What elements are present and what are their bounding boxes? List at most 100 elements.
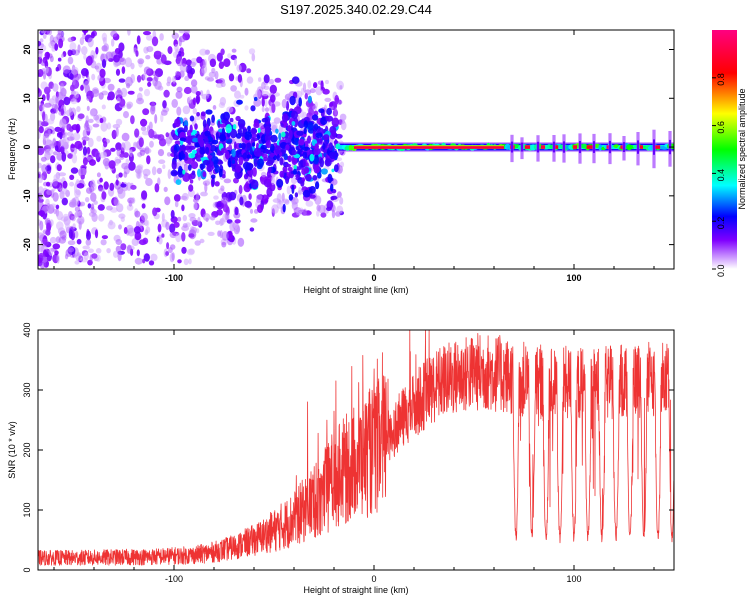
signal-blob — [202, 119, 207, 128]
noise-blob — [156, 167, 162, 175]
noise-blob — [200, 191, 208, 197]
noise-blob — [177, 259, 182, 264]
noise-blob — [176, 56, 183, 67]
signal-blob — [315, 181, 320, 190]
colorbar-tick-label: 0.4 — [716, 169, 726, 182]
colorbar-tick-label: 0.8 — [716, 73, 726, 86]
noise-blob — [178, 50, 182, 57]
noise-blob — [257, 204, 263, 213]
noise-blob — [143, 88, 151, 97]
signal-blob — [291, 121, 296, 126]
signal-blob — [222, 111, 230, 121]
noise-blob — [216, 202, 222, 208]
noise-blob — [118, 172, 123, 178]
noise-blob — [170, 209, 175, 219]
carrier-peak-dash — [524, 145, 531, 149]
noise-blob — [305, 162, 309, 168]
carrier-peak-dash — [639, 145, 643, 149]
noise-blob — [116, 148, 121, 157]
noise-blob — [316, 210, 320, 217]
signal-blob — [269, 152, 275, 158]
signal-blob — [296, 130, 304, 136]
noise-blob — [157, 149, 165, 157]
noise-blob — [56, 221, 64, 231]
colorbar-ticks: 0.0 0.2 0.4 0.6 0.8 — [712, 73, 726, 277]
signal-blob — [281, 113, 289, 123]
noise-blob — [179, 63, 188, 73]
noise-blob — [38, 232, 45, 239]
noise-blob — [44, 113, 48, 123]
signal-blob — [282, 203, 286, 213]
signal-blob — [173, 150, 178, 160]
noise-blob — [182, 214, 187, 222]
x-tick-label: 100 — [566, 574, 581, 584]
noise-blob — [151, 36, 159, 47]
noise-blob — [326, 200, 334, 210]
noise-blob — [256, 194, 263, 201]
noise-blob — [234, 206, 239, 216]
noise-blob — [49, 236, 57, 244]
noise-blob — [59, 91, 65, 100]
noise-blob — [221, 174, 226, 179]
signal-blob — [285, 144, 290, 151]
signal-blob — [320, 168, 328, 175]
noise-blob — [162, 164, 166, 170]
noise-blob — [143, 253, 150, 262]
signal-blob — [275, 128, 279, 134]
noise-blob — [56, 152, 64, 161]
noise-blob — [252, 167, 257, 177]
signal-blob — [233, 141, 237, 151]
signal-blob — [325, 115, 334, 122]
noise-blob — [115, 68, 121, 76]
noise-blob — [61, 53, 64, 58]
noise-blob — [56, 211, 64, 221]
noise-blob — [306, 210, 311, 215]
signal-blob — [225, 124, 232, 134]
noise-blob — [127, 227, 136, 237]
noise-blob — [121, 66, 126, 74]
noise-blob — [39, 252, 44, 259]
noise-blob — [336, 205, 344, 214]
noise-blob — [190, 226, 197, 234]
noise-blob — [163, 186, 168, 193]
noise-blob — [65, 109, 74, 117]
noise-blob — [264, 198, 269, 204]
noise-blob — [244, 105, 249, 111]
signal-blob — [292, 168, 297, 175]
noise-blob — [42, 249, 48, 258]
noise-blob — [127, 90, 135, 95]
signal-blob — [179, 137, 187, 142]
signal-blob — [257, 127, 261, 134]
noise-blob — [249, 227, 255, 232]
noise-blob — [115, 245, 122, 253]
x-tick-label: 0 — [371, 273, 376, 283]
noise-blob — [274, 77, 282, 83]
noise-blob — [48, 247, 54, 256]
noise-blob — [55, 204, 60, 210]
noise-blob — [339, 85, 343, 90]
noise-blob — [100, 121, 108, 132]
colorbar-tick-label: 0.0 — [716, 264, 726, 277]
noise-blob — [166, 242, 170, 250]
signal-blob — [211, 156, 219, 165]
noise-blob — [261, 97, 265, 107]
noise-blob — [118, 224, 122, 230]
snr-panel: -100 0 100 0 100 200 300 400 Height of straigh… — [7, 322, 675, 595]
noise-blob — [192, 97, 196, 106]
y-tick-label: 10 — [22, 93, 32, 103]
signal-blob — [236, 99, 243, 105]
x-tick-label: -100 — [165, 273, 183, 283]
noise-blob — [133, 226, 141, 234]
noise-blob — [143, 66, 151, 75]
noise-blob — [96, 135, 102, 142]
signal-blob — [231, 148, 236, 158]
noise-blob — [87, 203, 92, 209]
noise-blob — [80, 68, 89, 77]
noise-blob — [218, 61, 225, 69]
noise-blob — [59, 187, 68, 195]
noise-blob — [42, 133, 50, 139]
noise-blob — [174, 200, 179, 208]
noise-blob — [90, 192, 97, 202]
noise-blob — [264, 107, 270, 112]
noise-blob — [106, 248, 111, 254]
